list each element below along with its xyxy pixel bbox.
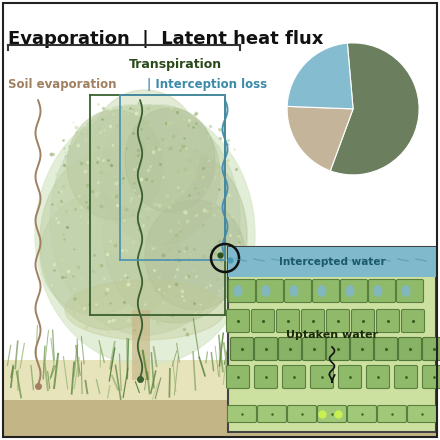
Ellipse shape: [290, 285, 298, 297]
FancyBboxPatch shape: [378, 406, 407, 422]
Bar: [132, 310, 150, 380]
Text: Transpiration: Transpiration: [128, 58, 222, 71]
FancyBboxPatch shape: [318, 406, 347, 422]
FancyBboxPatch shape: [338, 366, 362, 389]
FancyBboxPatch shape: [312, 279, 340, 302]
FancyBboxPatch shape: [254, 337, 278, 360]
Ellipse shape: [318, 285, 326, 297]
FancyBboxPatch shape: [287, 406, 316, 422]
Text: | Interception loss: | Interception loss: [147, 78, 267, 91]
FancyBboxPatch shape: [254, 366, 278, 389]
Text: Uptaken water: Uptaken water: [286, 330, 378, 340]
Ellipse shape: [40, 150, 180, 330]
Text: Soil evaporation: Soil evaporation: [8, 78, 117, 91]
FancyBboxPatch shape: [352, 309, 374, 333]
Ellipse shape: [234, 285, 242, 297]
Ellipse shape: [40, 195, 150, 315]
FancyBboxPatch shape: [257, 406, 286, 422]
FancyBboxPatch shape: [399, 337, 422, 360]
Ellipse shape: [125, 108, 215, 212]
FancyBboxPatch shape: [374, 337, 397, 360]
FancyBboxPatch shape: [326, 337, 349, 360]
Ellipse shape: [65, 105, 195, 255]
FancyBboxPatch shape: [326, 309, 349, 333]
FancyBboxPatch shape: [285, 279, 312, 302]
FancyBboxPatch shape: [368, 279, 396, 302]
FancyBboxPatch shape: [228, 279, 256, 302]
Ellipse shape: [100, 105, 220, 245]
FancyBboxPatch shape: [301, 309, 324, 333]
FancyBboxPatch shape: [367, 366, 389, 389]
Ellipse shape: [50, 105, 240, 335]
FancyBboxPatch shape: [303, 337, 326, 360]
FancyBboxPatch shape: [422, 366, 440, 389]
Wedge shape: [330, 43, 419, 175]
Bar: [228, 247, 436, 432]
FancyBboxPatch shape: [422, 337, 440, 360]
FancyBboxPatch shape: [395, 366, 418, 389]
Ellipse shape: [374, 285, 382, 297]
Ellipse shape: [90, 90, 200, 210]
Ellipse shape: [145, 200, 245, 310]
Bar: [4, 400, 436, 436]
FancyBboxPatch shape: [401, 309, 425, 333]
FancyBboxPatch shape: [279, 337, 301, 360]
Bar: [228, 247, 436, 277]
Ellipse shape: [35, 105, 255, 365]
Ellipse shape: [345, 285, 355, 297]
FancyBboxPatch shape: [351, 337, 374, 360]
FancyBboxPatch shape: [252, 309, 275, 333]
FancyBboxPatch shape: [227, 366, 249, 389]
FancyBboxPatch shape: [341, 279, 367, 302]
Ellipse shape: [103, 147, 247, 323]
FancyBboxPatch shape: [377, 309, 400, 333]
Ellipse shape: [65, 280, 225, 340]
FancyBboxPatch shape: [227, 309, 249, 333]
Text: Evaporation  |  Latent heat flux: Evaporation | Latent heat flux: [8, 30, 323, 48]
FancyBboxPatch shape: [311, 366, 334, 389]
FancyBboxPatch shape: [276, 309, 300, 333]
FancyBboxPatch shape: [282, 366, 305, 389]
FancyBboxPatch shape: [231, 337, 253, 360]
Ellipse shape: [261, 285, 271, 297]
Bar: [4, 360, 436, 436]
Text: Intercepted water: Intercepted water: [279, 257, 385, 267]
Wedge shape: [287, 106, 353, 171]
Ellipse shape: [401, 285, 411, 297]
FancyBboxPatch shape: [257, 279, 283, 302]
FancyBboxPatch shape: [407, 406, 436, 422]
FancyBboxPatch shape: [227, 406, 257, 422]
FancyBboxPatch shape: [348, 406, 377, 422]
Ellipse shape: [67, 110, 163, 220]
FancyBboxPatch shape: [396, 279, 423, 302]
Wedge shape: [287, 43, 353, 109]
